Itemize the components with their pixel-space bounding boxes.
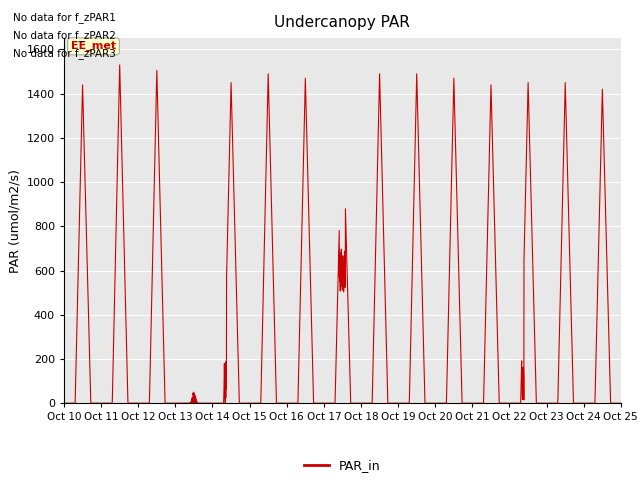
Title: Undercanopy PAR: Undercanopy PAR: [275, 15, 410, 30]
Text: EE_met: EE_met: [71, 41, 116, 51]
Text: No data for f_zPAR1: No data for f_zPAR1: [13, 12, 116, 23]
Text: No data for f_zPAR3: No data for f_zPAR3: [13, 48, 116, 60]
Legend: PAR_in: PAR_in: [299, 454, 386, 477]
Text: No data for f_zPAR2: No data for f_zPAR2: [13, 30, 116, 41]
Y-axis label: PAR (umol/m2/s): PAR (umol/m2/s): [8, 169, 21, 273]
